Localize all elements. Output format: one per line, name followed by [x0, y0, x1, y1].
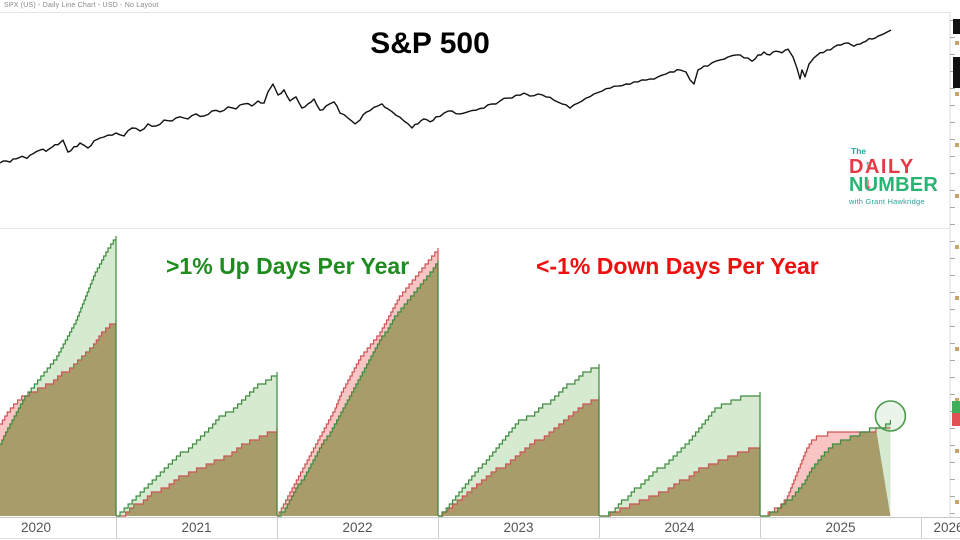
page-title: S&P 500 — [370, 27, 490, 60]
price-axis-tick — [950, 139, 955, 140]
logo-daily: DAILY — [849, 155, 915, 178]
x-axis[interactable]: 2020 2021 2022 2023 2024 2025 2026 — [0, 517, 960, 539]
x-axis-year-separator — [277, 518, 278, 538]
x-axis-year-label: 2026 — [933, 520, 960, 535]
price-axis-tick — [950, 360, 955, 361]
up-days-line — [0, 236, 117, 516]
logo-number: NUMBER — [849, 173, 938, 196]
price-axis-tick — [950, 479, 955, 480]
up-days-line — [277, 260, 439, 517]
price-axis-tick — [950, 377, 955, 378]
x-axis-year-label: 2023 — [503, 520, 534, 535]
price-marker — [953, 57, 960, 88]
price-marker — [953, 19, 960, 34]
price-axis-tick — [950, 309, 955, 310]
x-axis-year-separator — [116, 518, 117, 538]
x-axis-year-label: 2021 — [181, 520, 212, 535]
price-axis-tick — [950, 292, 955, 293]
price-axis-tick — [950, 122, 955, 123]
up-days-line — [438, 364, 600, 517]
price-axis-label-fragment — [955, 347, 959, 351]
x-axis-year-label: 2025 — [825, 520, 856, 535]
x-axis-year-separator — [599, 518, 600, 538]
overlap-area — [277, 260, 438, 516]
price-axis-tick — [950, 224, 955, 225]
price-axis-tick — [950, 190, 955, 191]
down-days-line — [116, 428, 278, 517]
price-line — [0, 29, 892, 164]
price-axis-tick — [950, 394, 955, 395]
price-axis-tick — [950, 71, 955, 72]
price-axis-tick — [950, 326, 955, 327]
down-days-line — [760, 427, 891, 517]
price-axis-tick — [950, 156, 955, 157]
down-days-label: <-1% Down Days Per Year — [536, 253, 819, 279]
price-axis-tick — [950, 207, 955, 208]
logo-tagline: with Grant Hawkridge — [849, 196, 925, 206]
price-axis-tick — [950, 275, 955, 276]
price-axis-label-fragment — [955, 143, 959, 147]
price-axis-tick — [950, 88, 955, 89]
price-axis-label-fragment — [955, 194, 959, 198]
x-axis-year-label: 2022 — [342, 520, 373, 535]
price-axis-tick — [950, 445, 955, 446]
price-axis-label-fragment — [955, 41, 959, 45]
price-axis-tick — [950, 105, 955, 106]
price-axis-tick — [950, 241, 955, 242]
x-axis-year-separator — [921, 518, 922, 538]
up-arrow-icon: ↑ — [864, 157, 872, 174]
up-days-line — [599, 392, 761, 517]
price-axis-tick — [950, 258, 955, 259]
price-axis-tick — [950, 462, 955, 463]
price-axis-label-fragment — [955, 296, 959, 300]
price-axis-tick — [950, 37, 955, 38]
price-axis-label-fragment — [955, 398, 959, 402]
logo-the: The — [851, 146, 867, 156]
price-axis-tick — [950, 496, 955, 497]
price-axis-label-fragment — [955, 500, 959, 504]
x-axis-year-label: 2024 — [664, 520, 695, 535]
price-axis-tick — [950, 513, 955, 514]
x-axis-year-label: 2020 — [20, 520, 52, 535]
daily-number-logo: The DAILY NUMBER with Grant Hawkridge ↑ … — [849, 147, 944, 205]
price-axis-tick — [950, 20, 955, 21]
price-axis-label-fragment — [955, 245, 959, 249]
up-days-line — [116, 372, 278, 517]
price-axis-label-fragment — [955, 449, 959, 453]
down-arrow-icon: ↓ — [865, 175, 873, 192]
price-axis-label-fragment — [955, 92, 959, 96]
chart-header-text: SPX (US) - Daily Line Chart - USD - No L… — [4, 2, 159, 9]
down-days-line — [277, 248, 439, 517]
price-axis-tick — [950, 343, 955, 344]
panel-divider — [0, 228, 950, 229]
up-days-axis-marker — [952, 401, 960, 413]
down-days-line — [599, 444, 761, 517]
price-axis-tick — [950, 173, 955, 174]
price-axis-tick — [950, 428, 955, 429]
x-axis-year-separator — [760, 518, 761, 538]
up-days-label: >1% Up Days Per Year — [166, 253, 410, 279]
overlap-area — [760, 428, 891, 516]
header-divider — [0, 12, 950, 13]
overlap-area — [0, 320, 116, 516]
down-days-axis-marker — [952, 413, 960, 426]
price-axis-tick — [950, 54, 955, 55]
down-days-line — [0, 320, 117, 516]
down-days-line — [438, 396, 600, 517]
latest-value-highlight-circle — [874, 400, 907, 432]
x-axis-year-separator — [438, 518, 439, 538]
up-days-line — [760, 420, 891, 517]
